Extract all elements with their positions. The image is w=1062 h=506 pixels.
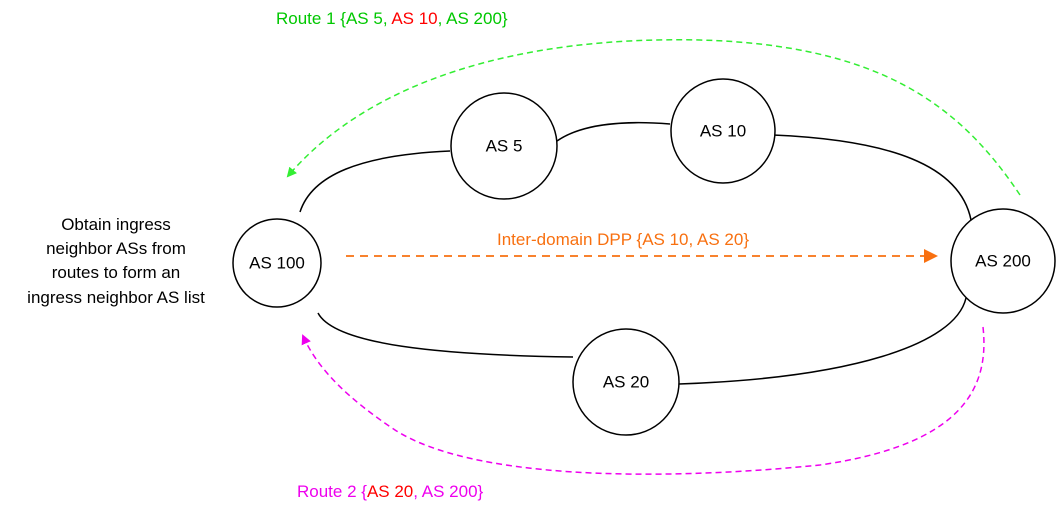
route1-as200: AS 200 — [446, 9, 502, 28]
node-as5: AS 5 — [450, 92, 558, 200]
route1-suffix: } — [502, 9, 508, 28]
link-as20-as200 — [678, 297, 967, 385]
node-as10: AS 10 — [670, 78, 776, 184]
route2-suffix: } — [478, 482, 484, 501]
ingress-list-caption: Obtain ingress neighbor ASs from routes … — [27, 215, 205, 307]
link-as5-as10 — [556, 121, 671, 142]
caption-line-1: Obtain ingress — [61, 215, 171, 234]
route1-sep1: , — [383, 9, 392, 28]
route1-sep2: , — [438, 9, 447, 28]
caption-line-4: ingress neighbor AS list — [27, 288, 205, 307]
route2-sep1: , — [413, 482, 422, 501]
route1-as5: AS 5 — [346, 9, 383, 28]
route1-prefix: Route 1 { — [276, 9, 346, 28]
route1-as10: AS 10 — [391, 9, 437, 28]
node-as20-label: AS 20 — [603, 373, 649, 392]
route1-label: Route 1 {AS 5, AS 10, AS 200} — [276, 9, 508, 28]
route2-as20: AS 20 — [367, 482, 413, 501]
caption-line-3: routes to form an — [52, 263, 181, 282]
route2-as200: AS 200 — [422, 482, 478, 501]
route2-prefix: Route 2 { — [297, 482, 367, 501]
node-as200-label: AS 200 — [975, 252, 1031, 271]
node-as100-label: AS 100 — [249, 254, 305, 273]
caption-line-2: neighbor ASs from — [46, 239, 186, 258]
node-as100: AS 100 — [232, 218, 322, 308]
node-as200: AS 200 — [950, 208, 1056, 314]
node-as10-label: AS 10 — [700, 122, 746, 141]
route2-label: Route 2 {AS 20, AS 200} — [297, 482, 484, 501]
link-as100-as20 — [317, 312, 574, 358]
node-as20: AS 20 — [572, 328, 680, 436]
node-as5-label: AS 5 — [486, 137, 523, 156]
link-as10-as200 — [772, 134, 972, 221]
dpp-label: Inter-domain DPP {AS 10, AS 20} — [497, 230, 749, 249]
link-as100-as5 — [299, 150, 451, 213]
route1-arrow — [286, 39, 1021, 196]
route2-arrow — [301, 326, 985, 475]
